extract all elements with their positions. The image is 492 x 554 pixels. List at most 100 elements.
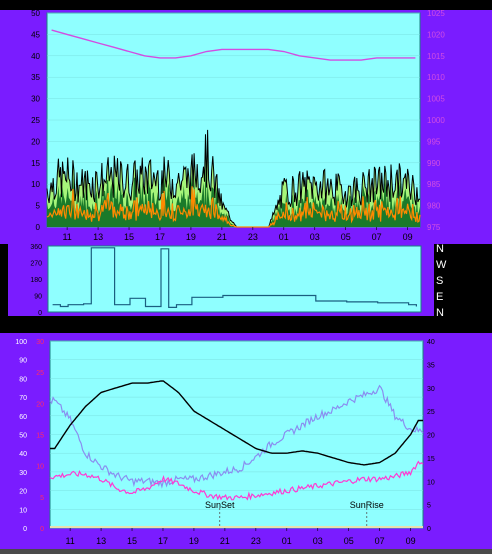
wind-y-tick-label: 10 bbox=[31, 180, 40, 189]
temp-y-tick-label: 15 bbox=[427, 456, 435, 463]
temp-y-tick-label: 0 bbox=[427, 526, 431, 533]
baro-y-tick-label: 1015 bbox=[427, 52, 445, 61]
rain-y-tick-label: 5 bbox=[40, 495, 44, 502]
humidity-y-tick-label: 50 bbox=[19, 433, 27, 440]
wind-x-tick-label: 11 bbox=[62, 232, 71, 242]
temp-y-tick-label: 20 bbox=[427, 433, 435, 440]
direction-plot-area bbox=[47, 245, 422, 313]
wind-x-tick-label: 15 bbox=[124, 232, 134, 242]
humidity-line bbox=[49, 384, 424, 489]
barometer-axis-label: Barometer (hpa) bbox=[371, 0, 444, 11]
humidity-y-tick-label: 60 bbox=[19, 414, 27, 421]
lower-x-tick-label: 05 bbox=[344, 536, 354, 546]
wind-x-tick-label: 17 bbox=[155, 232, 165, 242]
lower-x-tick-label: 09 bbox=[406, 536, 416, 546]
chart-title: 24 hour graph day : 18 November 2020 bbox=[172, 0, 347, 11]
compass-label: S bbox=[436, 275, 443, 287]
rain-y-tick-label: 25 bbox=[36, 370, 44, 377]
temp-y-tick-label: 35 bbox=[427, 362, 435, 369]
lower-x-tick-label: 01 bbox=[282, 536, 292, 546]
lower-x-tick-label: 03 bbox=[313, 536, 323, 546]
axis-labels: 5045403530252015105010251020101510101005… bbox=[15, 9, 447, 546]
lower-x-tick-label: 15 bbox=[127, 536, 137, 546]
lower-panel-footer bbox=[0, 549, 492, 554]
wind-y-tick-label: 45 bbox=[31, 30, 40, 39]
wind-x-tick-label: 07 bbox=[372, 232, 382, 242]
baro-y-tick-label: 1005 bbox=[427, 95, 445, 104]
wind-y-tick-label: 35 bbox=[31, 73, 40, 82]
humidity-y-tick-label: 30 bbox=[19, 470, 27, 477]
humidity-y-tick-label: 10 bbox=[19, 507, 27, 514]
lower-x-tick-label: 23 bbox=[251, 536, 261, 546]
temp-y-tick-label: 25 bbox=[427, 409, 435, 416]
wind-y-tick-label: 30 bbox=[31, 95, 40, 104]
lower-x-tick-label: 21 bbox=[220, 536, 230, 546]
rainfall-axis-label: Rainfall (mm) bbox=[1, 321, 61, 332]
wind-x-tick-label: 09 bbox=[403, 232, 413, 242]
humidity-y-tick-label: 40 bbox=[19, 451, 27, 458]
wind-x-tick-label: 05 bbox=[341, 232, 351, 242]
direction-y-tick-label: 180 bbox=[30, 277, 42, 284]
wind-x-tick-label: 19 bbox=[186, 232, 196, 242]
humidity-y-tick-label: 80 bbox=[19, 376, 27, 383]
lower-x-tick-label: 07 bbox=[375, 536, 385, 546]
humidity-y-tick-label: 90 bbox=[19, 358, 27, 365]
temperature-axis-label: Temperature (°C) bbox=[311, 321, 388, 332]
rain-y-tick-label: 0 bbox=[40, 526, 44, 533]
humidity-y-tick-label: 20 bbox=[19, 489, 27, 496]
temp-y-tick-label: 30 bbox=[427, 386, 435, 393]
wind-chart bbox=[46, 12, 421, 228]
direction-y-tick-label: 270 bbox=[30, 261, 42, 268]
baro-y-tick-label: 980 bbox=[427, 202, 441, 211]
wind-axis-label: Windspeed (kph) bbox=[32, 0, 108, 11]
humidity-y-tick-label: 100 bbox=[15, 339, 27, 346]
wind-y-tick-label: 50 bbox=[31, 9, 40, 18]
direction-chart bbox=[52, 247, 417, 308]
baro-y-tick-label: 995 bbox=[427, 137, 441, 146]
lower-x-tick-label: 17 bbox=[158, 536, 168, 546]
wind-x-tick-label: 01 bbox=[279, 232, 289, 242]
baro-y-tick-label: 975 bbox=[427, 223, 441, 232]
direction-y-tick-label: 360 bbox=[30, 244, 42, 251]
dewpoint-axis-label: Dew Point (°C) bbox=[393, 321, 460, 332]
temp-y-tick-label: 10 bbox=[427, 479, 435, 486]
baro-y-tick-label: 1000 bbox=[427, 116, 445, 125]
temperature-chart: SunSet SunRise bbox=[49, 340, 424, 529]
wind-direction-line bbox=[52, 247, 417, 308]
direction-y-tick-label: 90 bbox=[34, 294, 42, 301]
wind-y-tick-label: 15 bbox=[31, 159, 40, 168]
wind-average-line bbox=[46, 186, 421, 228]
lower-x-tick-label: 19 bbox=[189, 536, 199, 546]
wind-x-tick-label: 03 bbox=[310, 232, 320, 242]
sunset-label: SunSet bbox=[205, 500, 235, 510]
dewpoint-line bbox=[49, 460, 424, 501]
baro-y-tick-label: 990 bbox=[427, 159, 441, 168]
wind-x-tick-label: 23 bbox=[248, 232, 258, 242]
barometer-line bbox=[51, 29, 416, 61]
compass-label: W bbox=[436, 259, 447, 271]
rain-y-tick-label: 20 bbox=[36, 401, 44, 408]
lower-x-tick-label: 11 bbox=[65, 536, 74, 546]
baro-y-tick-label: 1010 bbox=[427, 73, 445, 82]
baro-y-tick-label: 985 bbox=[427, 180, 441, 189]
direction-y-tick-label: 0 bbox=[38, 310, 42, 317]
rain-y-tick-label: 30 bbox=[36, 339, 44, 346]
compass-label: N bbox=[436, 243, 444, 255]
wind-y-tick-label: 20 bbox=[31, 137, 40, 146]
lower-x-tick-label: 13 bbox=[96, 536, 106, 546]
rain-y-tick-label: 10 bbox=[36, 464, 44, 471]
humidity-y-tick-label: 0 bbox=[23, 526, 27, 533]
humidity-axis-label: Humidity (%) bbox=[67, 321, 125, 332]
wind-x-tick-label: 13 bbox=[93, 232, 103, 242]
temperature-line bbox=[50, 380, 423, 466]
baro-y-tick-label: 1020 bbox=[427, 30, 445, 39]
baro-y-tick-label: 1025 bbox=[427, 9, 445, 18]
wind-x-tick-label: 21 bbox=[217, 232, 227, 242]
compass-label: N bbox=[436, 307, 444, 319]
humidity-y-tick-label: 70 bbox=[19, 395, 27, 402]
wind-y-tick-label: 5 bbox=[36, 202, 41, 211]
compass-label: E bbox=[436, 291, 443, 303]
rain-y-tick-label: 15 bbox=[36, 433, 44, 440]
wind-y-tick-label: 40 bbox=[31, 52, 40, 61]
